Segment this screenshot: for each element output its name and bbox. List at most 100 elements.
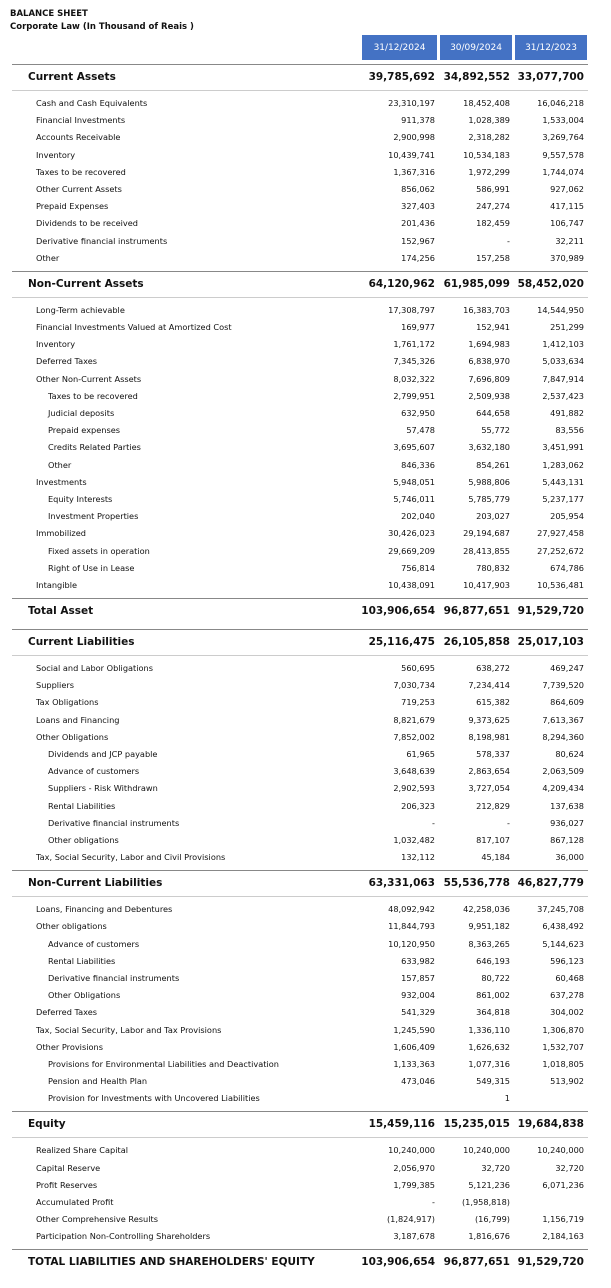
row-value: 1,028,389 <box>468 115 510 126</box>
row-label: Other <box>36 252 60 263</box>
group-value: 33,077,700 <box>517 71 584 83</box>
row-value: 615,382 <box>476 697 510 708</box>
row-value: 780,832 <box>476 562 510 573</box>
row-label: Advance of customers <box>48 938 140 949</box>
row-label: Rental Liabilities <box>48 955 116 966</box>
row-value: 60,468 <box>555 973 584 983</box>
group-value: 96,877,651 <box>443 605 510 617</box>
group-value: 61,985,099 <box>443 277 510 290</box>
row-value: 6,438,492 <box>542 921 584 932</box>
row-label: Intangible <box>36 580 78 590</box>
row-value: 6,071,236 <box>542 1179 584 1190</box>
row-value: 846,336 <box>401 459 435 470</box>
row-value: 867,128 <box>550 835 584 845</box>
row-value: 80,722 <box>481 973 510 983</box>
row-label: Other obligations <box>48 835 119 845</box>
row-value: 864,609 <box>550 697 584 708</box>
row-value: 14,544,950 <box>537 304 584 315</box>
row-value: 10,534,183 <box>463 149 510 160</box>
row-value: 911,378 <box>401 115 435 126</box>
row-value: - <box>507 817 510 828</box>
group-title: Equity <box>28 1118 66 1131</box>
row-value: - <box>432 817 435 828</box>
row-label: Provision for Investments with Uncovered… <box>48 1093 260 1104</box>
row-label: Other obligations <box>36 921 107 932</box>
group-value: 64,120,962 <box>368 277 435 290</box>
row-value: 2,056,970 <box>393 1162 435 1173</box>
row-value: 674,786 <box>550 562 584 573</box>
column-header: 30/09/2024 <box>440 35 512 60</box>
row-label: Other Non-Current Assets <box>36 373 142 384</box>
row-value: 644,658 <box>476 408 510 418</box>
row-value: 6,838,970 <box>468 356 510 367</box>
row-value: 23,310,197 <box>388 98 435 108</box>
row-value: 927,062 <box>550 184 584 194</box>
row-value: 364,818 <box>476 1007 510 1018</box>
row-value: 205,954 <box>550 511 584 522</box>
rule-line <box>12 629 588 630</box>
row-label: Accounts Receivable <box>36 132 121 143</box>
row-value: 206,323 <box>401 800 435 811</box>
row-label: Investments <box>36 476 87 487</box>
row-value: 7,847,914 <box>542 373 584 384</box>
group-value: 15,235,015 <box>443 1118 510 1131</box>
row-value: 549,315 <box>476 1076 510 1087</box>
rule-line <box>12 655 588 656</box>
row-label: Provisions for Environmental Liabilities… <box>48 1059 279 1069</box>
row-value: 8,363,265 <box>468 938 510 949</box>
row-value: 2,509,938 <box>468 390 510 401</box>
row-value: 5,033,634 <box>542 356 584 367</box>
group-value: 25,116,475 <box>368 636 435 648</box>
row-value: 417,115 <box>550 201 584 212</box>
rule-line <box>12 598 588 599</box>
row-value: 1,077,316 <box>468 1059 510 1069</box>
row-value: 5,121,236 <box>468 1179 510 1190</box>
row-value: 5,144,623 <box>542 938 584 949</box>
group-title: Total Asset <box>28 605 94 617</box>
row-value: 9,373,625 <box>468 714 510 725</box>
row-value: 1,761,172 <box>393 339 435 350</box>
row-value: 3,727,054 <box>468 783 510 794</box>
row-value: 637,278 <box>550 990 584 1001</box>
group-title: Current Liabilities <box>28 636 135 648</box>
row-label: Taxes to be recovered <box>36 166 126 177</box>
row-value: 61,965 <box>406 749 435 759</box>
row-value: 632,950 <box>401 408 435 418</box>
row-value: 106,747 <box>550 218 584 229</box>
row-value: 932,004 <box>401 990 435 1001</box>
group-value: 96,877,651 <box>443 1256 510 1269</box>
row-value: 936,027 <box>550 817 584 828</box>
row-label: Tax, Social Security, Labor and Tax Prov… <box>36 1024 222 1035</box>
row-label: Prepaid Expenses <box>36 201 109 212</box>
row-label: Other Obligations <box>48 990 121 1001</box>
row-value: 861,002 <box>476 990 510 1001</box>
row-value: 202,040 <box>401 511 435 522</box>
row-value: 80,624 <box>555 749 584 759</box>
row-label: Investment Properties <box>48 511 139 522</box>
row-value: 473,046 <box>401 1076 435 1087</box>
row-value: 7,739,520 <box>542 680 584 691</box>
row-value: 586,991 <box>476 184 510 194</box>
row-value: 2,063,509 <box>542 766 584 777</box>
row-label: Long-Term achievable <box>36 304 125 315</box>
row-value: 327,403 <box>401 201 435 212</box>
row-value: 2,537,423 <box>542 390 584 401</box>
row-label: Derivative financial instruments <box>36 235 168 246</box>
row-value: 3,632,180 <box>468 442 510 453</box>
row-value: 174,256 <box>401 252 435 263</box>
row-value: - <box>432 1197 435 1207</box>
row-value: 32,211 <box>555 235 584 246</box>
row-value: (16,799) <box>474 1214 510 1225</box>
row-value: 5,237,177 <box>542 494 584 504</box>
row-value: 1,306,870 <box>542 1024 584 1035</box>
row-value: 3,695,607 <box>393 442 435 453</box>
row-value: 1,156,719 <box>542 1214 584 1225</box>
row-label: Dividends to be received <box>36 218 138 229</box>
row-value: 7,345,326 <box>393 356 435 367</box>
rule-line <box>12 1249 588 1251</box>
row-value: 1,412,103 <box>542 339 584 350</box>
group-title: Non-Current Assets <box>28 277 144 290</box>
row-value: 3,187,678 <box>393 1231 435 1242</box>
row-value: 633,982 <box>401 955 435 966</box>
